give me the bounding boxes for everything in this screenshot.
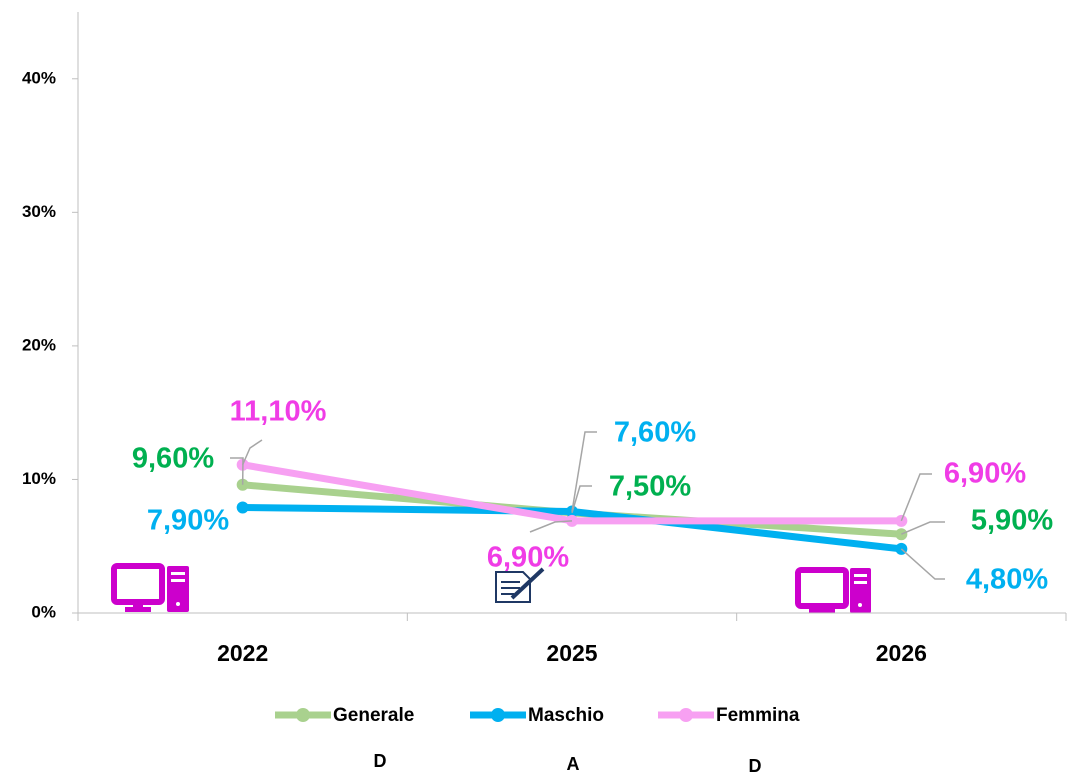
- leader-line: [900, 548, 945, 580]
- computer-icon: [795, 567, 871, 613]
- legend-label: Generale: [333, 705, 414, 726]
- value-label: 4,80%: [966, 564, 1048, 596]
- value-label: 6,90%: [944, 458, 1026, 490]
- footer-label: D: [374, 751, 387, 771]
- leader-line: [571, 485, 592, 514]
- leader-line: [230, 457, 244, 485]
- legend-marker: [491, 708, 505, 722]
- legend-label: Maschio: [528, 705, 604, 726]
- footer-label: A: [567, 754, 580, 773]
- x-tick-label: 2025: [546, 640, 597, 666]
- footer-label: D: [749, 756, 762, 773]
- value-label: 7,90%: [147, 505, 229, 537]
- value-label: 7,50%: [609, 471, 691, 503]
- y-tick-label: 40%: [22, 68, 56, 87]
- series-marker: [236, 501, 249, 514]
- leader-line: [901, 521, 945, 535]
- value-label: 6,90%: [487, 542, 569, 574]
- leader-line: [900, 473, 932, 522]
- leader-line: [529, 520, 573, 533]
- computer-icon: [111, 563, 189, 612]
- leader-line: [571, 431, 597, 512]
- y-tick-label: 30%: [22, 202, 56, 221]
- leader-line: [241, 439, 263, 466]
- y-tick-label: 20%: [22, 335, 56, 354]
- value-label: 9,60%: [132, 443, 214, 475]
- y-tick-label: 10%: [22, 469, 56, 488]
- value-label: 7,60%: [614, 417, 696, 449]
- legend-label: Femmina: [716, 705, 800, 726]
- value-label: 5,90%: [971, 505, 1053, 537]
- x-tick-label: 2026: [876, 640, 927, 666]
- y-tick-label: 0%: [31, 602, 56, 621]
- value-label: 11,10%: [230, 396, 327, 428]
- legend-marker: [296, 708, 310, 722]
- legend-marker: [679, 708, 693, 722]
- x-tick-label: 2022: [217, 640, 268, 666]
- document-icon: [495, 567, 545, 603]
